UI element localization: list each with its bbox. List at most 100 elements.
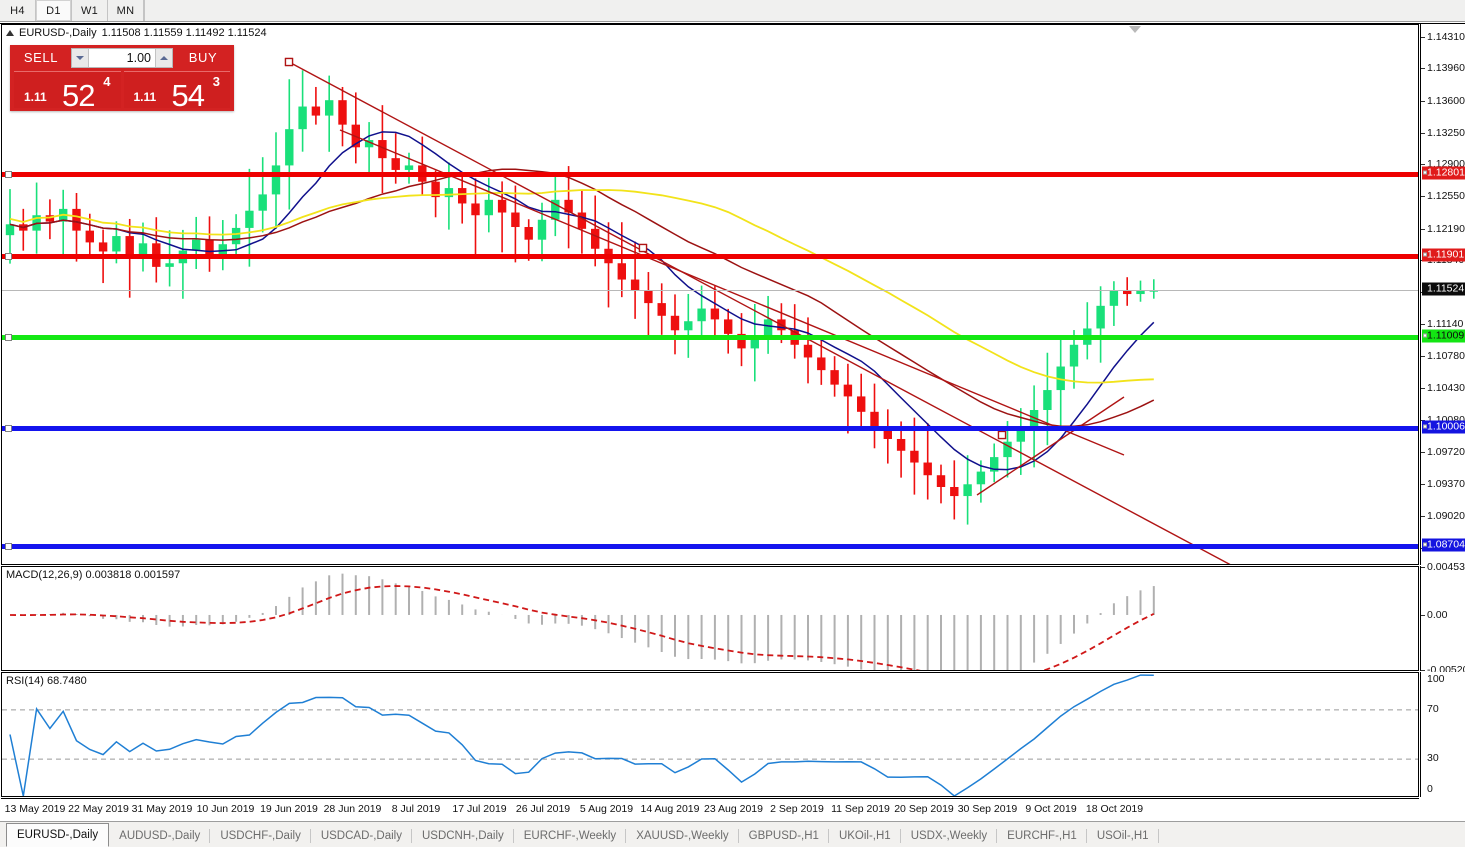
price-axis-label: 1.13250: [1427, 126, 1465, 139]
candle-body: [644, 290, 653, 304]
chart-tab-gbpusd-h1[interactable]: GBPUSD-,H1: [739, 825, 830, 847]
candle-body: [910, 450, 919, 463]
ascending-support-line[interactable]: [976, 396, 1125, 496]
horizontal-level-line-2[interactable]: [2, 333, 1418, 341]
date-axis-label: 22 May 2019: [68, 803, 129, 815]
trendline-anchor-handle[interactable]: [284, 57, 294, 67]
price-label-support[interactable]: 1.10006: [1422, 420, 1465, 434]
level-drag-handle[interactable]: [5, 542, 12, 550]
collapse-triangle-icon[interactable]: [6, 30, 14, 36]
sell-price-prefix: 1.11: [24, 90, 47, 104]
price-axis-label: 1.10780: [1427, 350, 1465, 363]
buy-price-pipette: 3: [212, 74, 220, 89]
horizontal-level-line-0[interactable]: [2, 171, 1418, 179]
date-axis-label: 11 Sep 2019: [831, 803, 890, 815]
horizontal-level-line-3[interactable]: [2, 424, 1418, 432]
rsi-pane[interactable]: RSI(14) 68.7480: [1, 672, 1419, 797]
candle-body: [737, 333, 746, 349]
price-label-pivot[interactable]: 1.11009: [1422, 329, 1465, 343]
chart-shift-marker-icon[interactable]: [1129, 26, 1141, 33]
price-axis-tick: [1421, 228, 1425, 230]
price-label-last-price[interactable]: 1.11524: [1422, 282, 1465, 296]
moving-average-series: [9, 131, 1155, 471]
chart-tab-usdcad-daily[interactable]: USDCAD-,Daily: [311, 825, 413, 847]
rsi-pane-inner: [2, 673, 1418, 796]
price-axis-label: 1.12190: [1427, 222, 1465, 235]
candle-body: [45, 215, 55, 222]
price-axis[interactable]: 1.14310 1.13960 1.13600 1.13250 1.12900 1.125…: [1420, 24, 1465, 565]
price-label-support[interactable]: 1.08704: [1422, 538, 1465, 552]
chart-tab-audusd-daily[interactable]: AUDUSD-,Daily: [109, 825, 211, 847]
horizontal-level-line-1[interactable]: [2, 252, 1418, 260]
date-axis-label: 17 Jul 2019: [452, 803, 507, 815]
buy-button[interactable]: BUY: [176, 48, 230, 68]
price-axis-tick: [1421, 356, 1425, 358]
candle-body: [484, 199, 493, 216]
timeframe-d1[interactable]: D1: [36, 0, 72, 21]
timeframe-toolbar: H4 D1 W1 MN: [0, 0, 1465, 22]
date-axis-label: 10 Jun 2019: [196, 803, 255, 815]
level-drag-handle[interactable]: [5, 424, 12, 432]
price-pane[interactable]: EURUSD-,Daily 1.11508 1.11559 1.11492 1.…: [1, 24, 1419, 565]
chart-frame[interactable]: EURUSD-,Daily 1.11508 1.11559 1.11492 1.…: [0, 23, 1465, 820]
price-label-handle: [1423, 170, 1427, 175]
price-axis-label: 1.11140: [1427, 317, 1464, 330]
date-axis-label: 19 Jun 2019: [260, 803, 318, 815]
one-click-trading-panel[interactable]: SELL 1.00 BUY 1.11 52 4 1.11: [10, 45, 234, 111]
volume-value[interactable]: 1.00: [126, 51, 151, 65]
horizontal-level-line-4[interactable]: [2, 542, 1418, 550]
price-axis-tick: [1421, 164, 1425, 166]
date-axis[interactable]: 13 May 2019 22 May 2019 31 May 2019 10 Jun …: [1, 798, 1419, 820]
sell-button[interactable]: SELL: [14, 48, 68, 68]
volume-down-icon[interactable]: [72, 49, 89, 67]
sell-price-box[interactable]: 1.11 52 4: [14, 71, 121, 108]
macd-plot: [9, 573, 1155, 670]
price-label-resistance[interactable]: 1.11901: [1422, 248, 1465, 262]
level-drag-handle[interactable]: [5, 333, 12, 341]
chart-tab-bar[interactable]: EURUSD-,Daily AUDUSD-,Daily USDCHF-,Daily U…: [0, 821, 1465, 847]
trendline-anchor-handle[interactable]: [638, 243, 648, 253]
candle-body: [325, 100, 334, 116]
candle-body: [1096, 305, 1105, 329]
macd-signal-line: [9, 585, 1155, 670]
toolbar-empty-area: [144, 0, 1465, 21]
timeframe-mn[interactable]: MN: [108, 0, 144, 21]
price-label-value: 1.12801: [1427, 166, 1465, 179]
chart-header: EURUSD-,Daily 1.11508 1.11559 1.11492 1.…: [6, 27, 267, 39]
macd-pane[interactable]: MACD(12,26,9) 0.003818 0.001597: [1, 566, 1419, 671]
volume-stepper[interactable]: 1.00: [71, 48, 173, 68]
rsi-axis: 100 70 30 0: [1420, 672, 1465, 797]
price-label-resistance[interactable]: 1.12801: [1422, 166, 1465, 180]
candle-body: [112, 236, 121, 252]
chart-tab-eurusd-daily[interactable]: EURUSD-,Daily: [6, 823, 110, 847]
candle-body: [5, 224, 15, 236]
timeframe-h4[interactable]: H4: [0, 0, 36, 21]
chart-tab-xauusd-weekly[interactable]: XAUUSD-,Weekly: [626, 825, 740, 847]
descending-trendline-upper[interactable]: [288, 61, 1274, 564]
chart-tab-usoil-h1[interactable]: USOil-,H1: [1087, 825, 1159, 847]
chart-tab-eurchf-weekly[interactable]: EURCHF-,Weekly: [514, 825, 627, 847]
candle-body: [125, 236, 134, 258]
chart-tab-ukoil-h1[interactable]: UKOil-,H1: [829, 825, 901, 847]
chart-tab-usdx-weekly[interactable]: USDX-,Weekly: [901, 825, 998, 847]
candle-body: [976, 471, 986, 485]
chart-tab-usdcnh-daily[interactable]: USDCNH-,Daily: [412, 825, 514, 847]
level-drag-handle[interactable]: [5, 171, 12, 179]
buy-price-box[interactable]: 1.11 54 3: [123, 71, 230, 108]
trendline-anchor-handle[interactable]: [997, 430, 1007, 440]
chart-tab-usdchf-daily[interactable]: USDCHF-,Daily: [210, 825, 311, 847]
price-axis-tick: [1421, 515, 1425, 517]
level-drag-handle[interactable]: [5, 252, 12, 260]
chart-tab-eurchf-h1[interactable]: EURCHF-,H1: [997, 825, 1087, 847]
price-axis-tick: [1421, 68, 1425, 70]
timeframe-w1[interactable]: W1: [72, 0, 108, 21]
candle-body: [670, 315, 680, 331]
candle-body: [817, 357, 826, 371]
candle-body: [551, 199, 560, 220]
descending-trendline-lower[interactable]: [339, 129, 1125, 456]
candle-body: [630, 279, 640, 291]
rsi-axis-label: 0: [1427, 783, 1433, 795]
volume-up-icon[interactable]: [155, 49, 172, 67]
candle-body: [936, 475, 946, 487]
date-axis-label: 20 Sep 2019: [894, 803, 954, 815]
